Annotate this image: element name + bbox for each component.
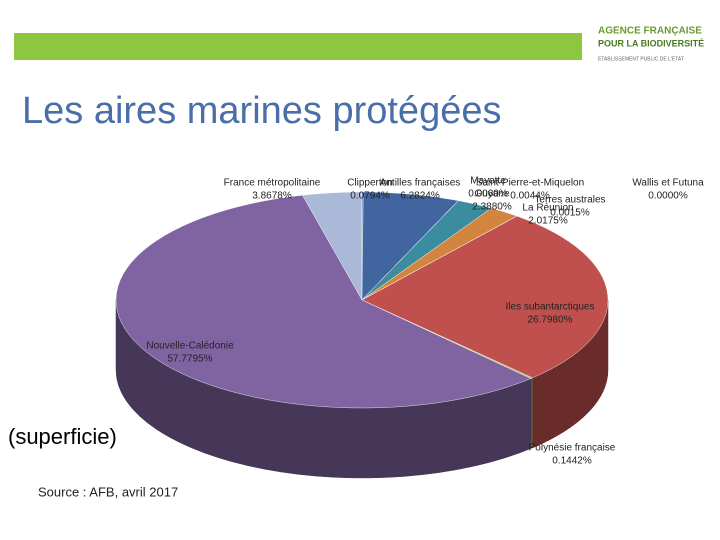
pie-slice [115,195,532,409]
logo-line: AGENCE FRANÇAISE [598,26,702,37]
subtitle: (superficie) [8,424,117,449]
slice-name: Saint-Pierre-et-Miquelon [476,178,584,189]
slice-name: Antilles françaises [380,178,461,189]
logo-line: POUR LA BIODIVERSITÉ [598,38,704,48]
slice-name: Guyane [474,189,509,200]
slice-name: Iles subantarctiques [506,302,595,313]
slice-value: 26.7980% [527,315,572,326]
slice-name: Nouvelle-Calédonie [146,341,234,352]
slice-name: Wallis et Futuna [632,178,704,189]
slice-value: 0.0794% [350,191,390,202]
slice-name: Clipperton [347,178,393,189]
slice-name: France métropolitaine [224,178,321,189]
pie-slice [361,215,609,379]
slice-value: 0.1442% [552,456,592,467]
slice-name: Polynésie française [529,443,616,454]
slice-name: Terres australes [534,195,605,206]
slice-value: 2.3880% [472,202,512,213]
slice-value: 0.0044% [510,191,550,202]
header-bar [14,33,582,60]
logo-line: ÉTABLISSEMENT PUBLIC DE L'ÉTAT [598,55,684,62]
slice-value: 6.2824% [400,191,440,202]
slice-value: 3.8678% [252,191,292,202]
slice-value: 0.0000% [648,191,688,202]
slice-value: 0.0015% [550,208,590,219]
slice-value: 57.7795% [167,354,212,365]
slice-name: Mayotte [470,176,506,187]
title: Les aires marines protégées [22,90,501,132]
slice-name: La Réunion [522,203,573,214]
source: Source : AFB, avril 2017 [38,484,178,499]
slice-value: 0.0060% [468,189,508,200]
slice-value: 2.0175% [528,216,568,227]
